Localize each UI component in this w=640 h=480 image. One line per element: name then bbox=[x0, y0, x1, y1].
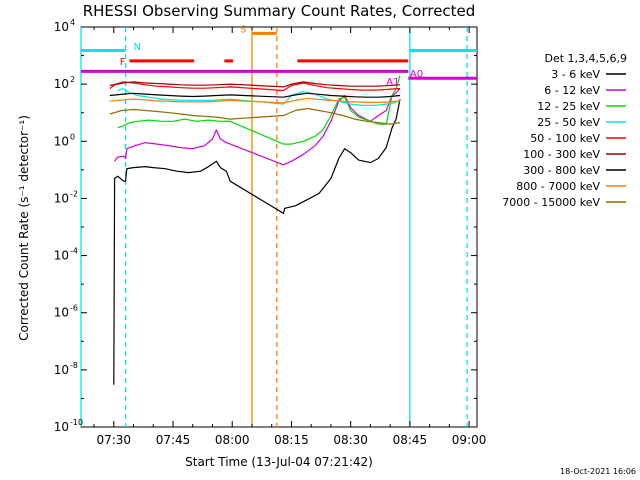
x-tick-label-3: 08:00 bbox=[215, 433, 250, 447]
flag-label-s: S bbox=[240, 24, 246, 35]
series-line-9 bbox=[109, 107, 401, 125]
legend-label-1: 3 - 6 keV bbox=[551, 68, 600, 81]
series-line-5 bbox=[109, 81, 401, 92]
y-tick-label-6: 10 bbox=[54, 306, 69, 320]
x-tick-label-5: 08:30 bbox=[333, 433, 368, 447]
y-tick-label-4: 10 bbox=[54, 191, 69, 205]
plot-area: NF S A1 A0 bbox=[80, 24, 478, 428]
y-tick-exponent-2: 2 bbox=[70, 75, 75, 84]
y-tick-exponent-5: -4 bbox=[70, 247, 78, 256]
y-tick-label-2: 10 bbox=[54, 77, 69, 91]
legend-label-3: 12 - 25 keV bbox=[537, 100, 600, 113]
legend-label-5: 50 - 100 keV bbox=[530, 132, 600, 145]
legend-label-7: 300 - 800 keV bbox=[523, 164, 600, 177]
y-tick-label-5: 10 bbox=[54, 249, 69, 263]
x-axis: 07:30 07:45 08:00 08:15 08:30 08:45 09:00 bbox=[93, 27, 487, 447]
series-line-2 bbox=[114, 88, 401, 166]
y-tick-label-7: 10 bbox=[54, 363, 69, 377]
x-tick-label-2: 07:45 bbox=[156, 433, 191, 447]
series-line-1 bbox=[113, 98, 401, 385]
series-line-8 bbox=[109, 97, 401, 104]
y-axis-label: Corrected Count Rate (s⁻¹ detector⁻¹) bbox=[17, 115, 31, 341]
legend-label-6: 100 - 300 keV bbox=[523, 148, 600, 161]
series-line-6 bbox=[109, 81, 401, 88]
y-tick-label-1: 10 bbox=[54, 20, 69, 34]
y-tick-exponent-7: -8 bbox=[70, 361, 78, 370]
y-tick-label-8: 10 bbox=[54, 420, 69, 434]
y-tick-exponent-3: 0 bbox=[70, 132, 75, 141]
x-tick-label-6: 08:45 bbox=[393, 433, 428, 447]
x-tick-label-1: 07:30 bbox=[96, 433, 131, 447]
legend-label-9: 7000 - 15000 keV bbox=[502, 196, 600, 209]
legend-label-8: 800 - 7000 keV bbox=[516, 180, 600, 193]
flag-label-f: F bbox=[120, 57, 126, 68]
flag-label-a0: A0 bbox=[410, 69, 423, 80]
y-tick-exponent-4: -2 bbox=[70, 189, 78, 198]
flag-label-a1: A1 bbox=[386, 77, 399, 88]
legend-label-4: 25 - 50 keV bbox=[537, 116, 600, 129]
y-tick-exponent-6: -6 bbox=[70, 304, 78, 313]
legend: Det 1,3,4,5,6,9 3 - 6 keV 6 - 12 keV 12 - … bbox=[502, 52, 627, 209]
y-tick-exponent-1: 4 bbox=[70, 18, 75, 27]
legend-title: Det 1,3,4,5,6,9 bbox=[544, 52, 627, 65]
series-line-7 bbox=[109, 92, 401, 98]
chart-title: RHESSI Observing Summary Count Rates, Co… bbox=[83, 2, 476, 20]
x-tick-label-4: 08:15 bbox=[274, 433, 309, 447]
flag-label-n: N bbox=[134, 42, 141, 53]
x-tick-label-7: 09:00 bbox=[452, 433, 487, 447]
footer-date: 18-Oct-2021 16:06 bbox=[560, 467, 636, 476]
legend-label-2: 6 - 12 keV bbox=[544, 84, 600, 97]
y-tick-exponent-8: -10 bbox=[70, 418, 83, 427]
y-tick-label-3: 10 bbox=[54, 134, 69, 148]
x-axis-label: Start Time (13-Jul-04 07:21:42) bbox=[185, 455, 373, 469]
